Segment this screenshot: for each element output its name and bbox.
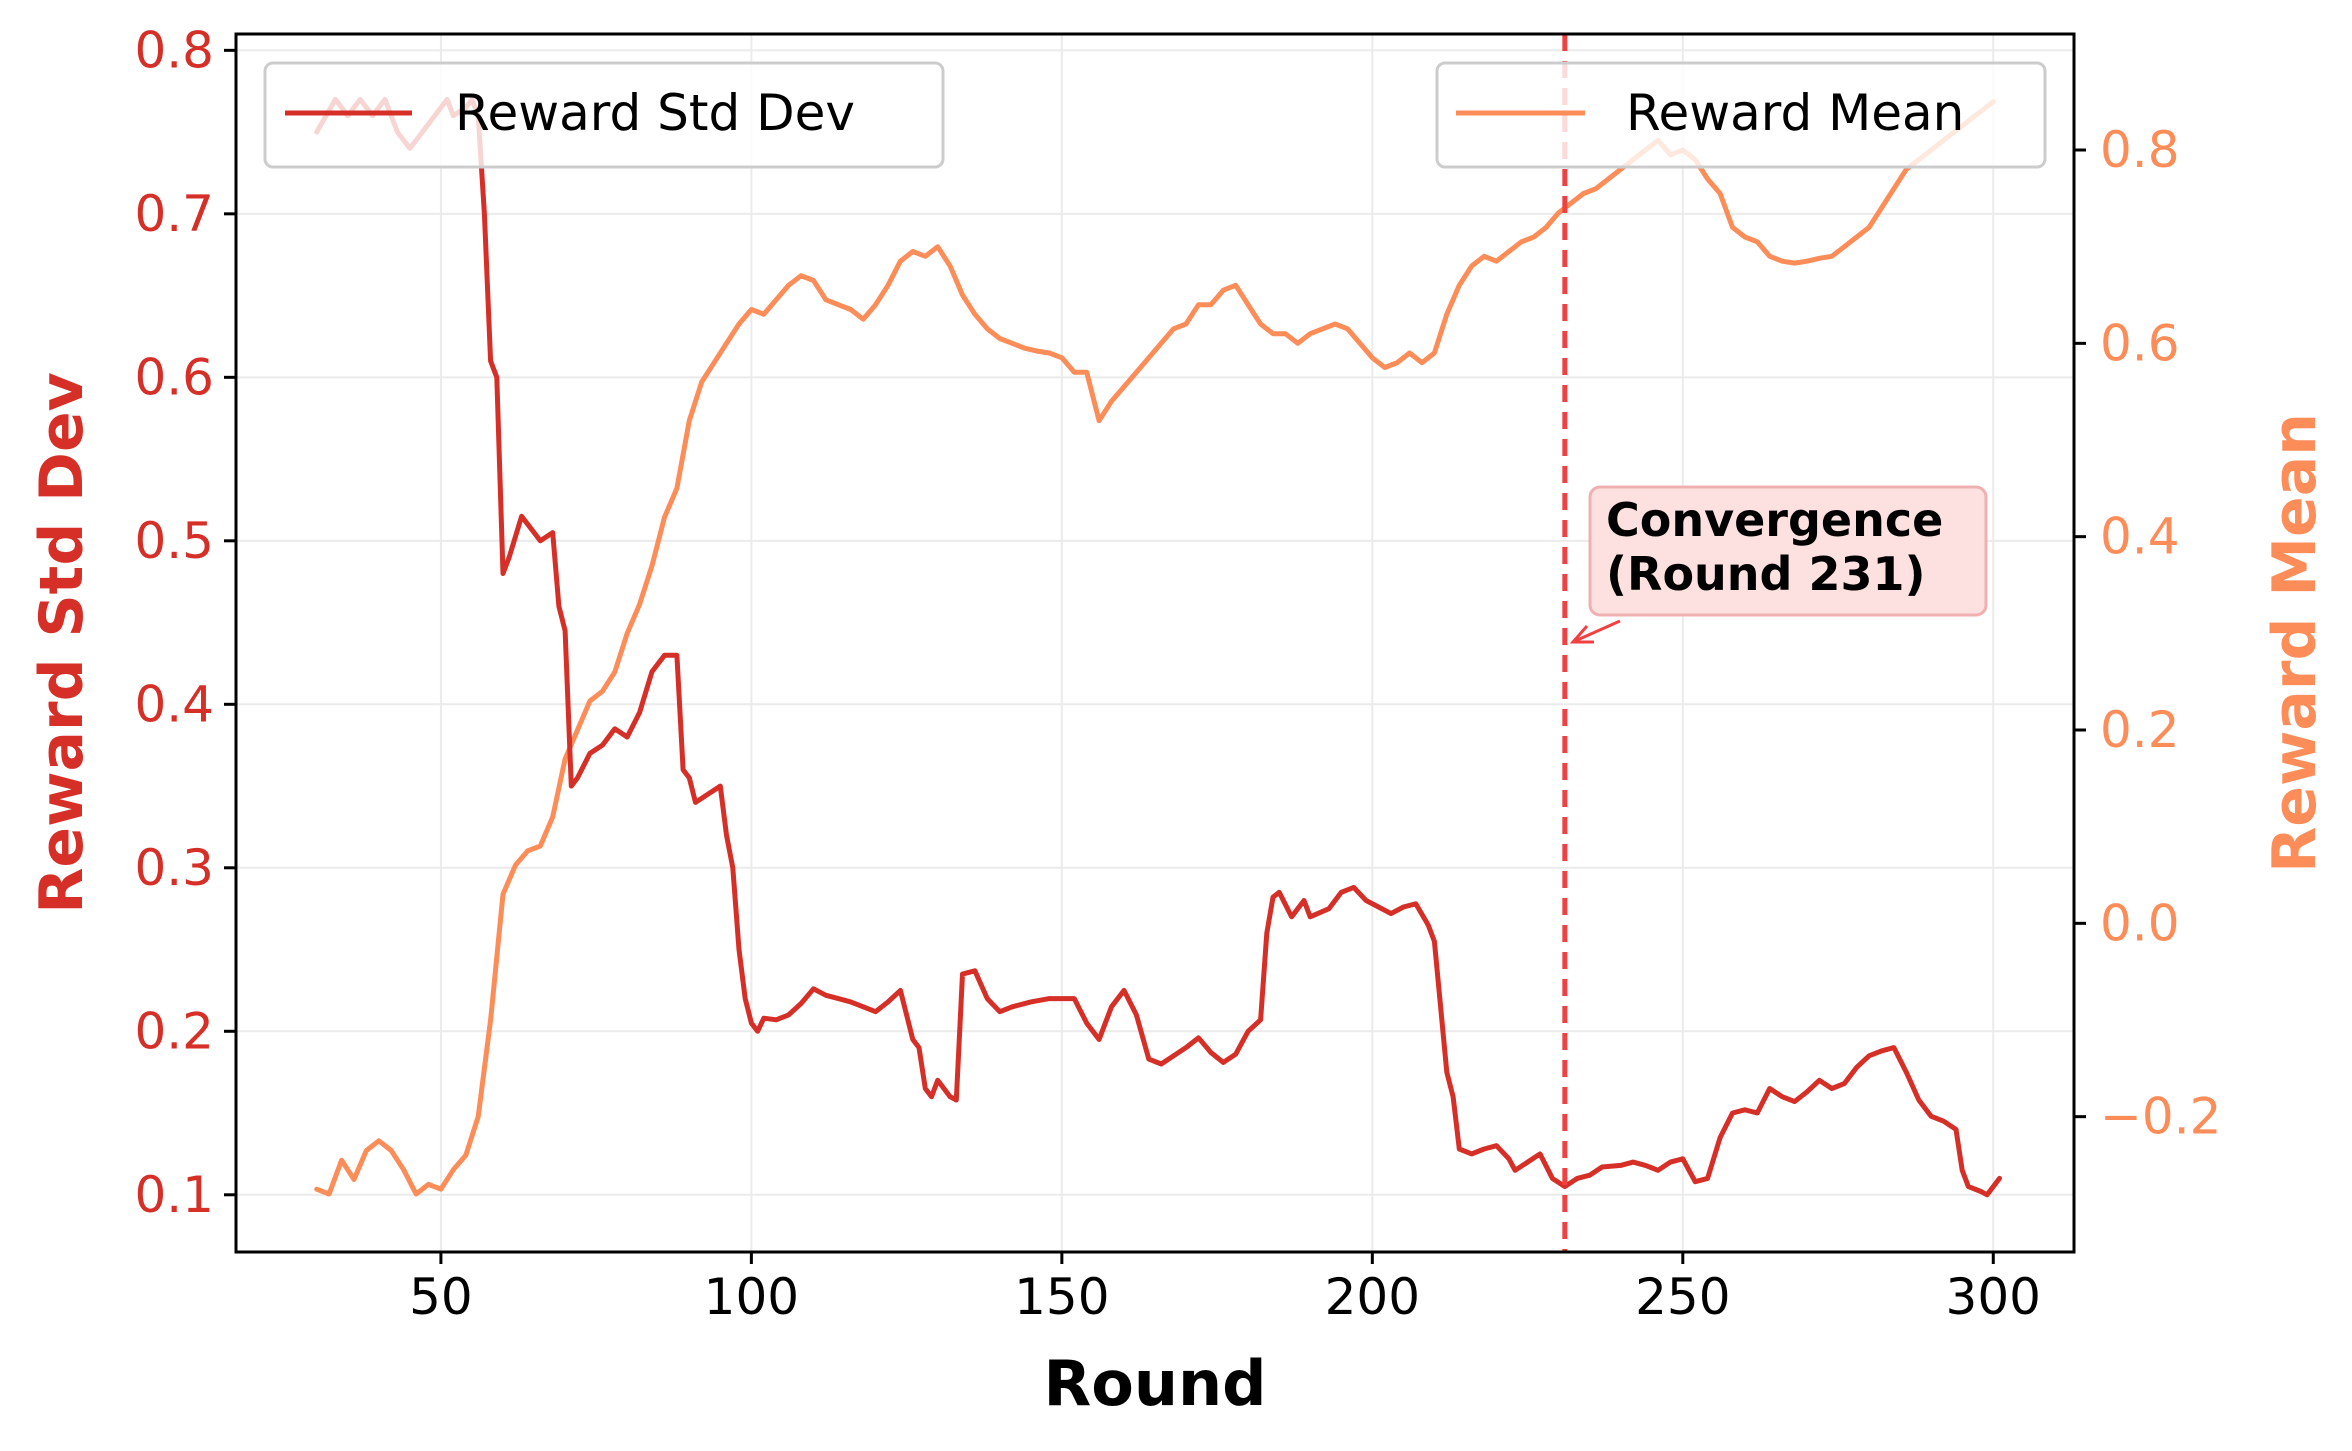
legend-left: Reward Std Dev — [263, 61, 945, 169]
reward-mean-line — [314, 99, 1996, 1197]
x-tick-label-0: 50 — [409, 1268, 473, 1326]
y-left-tick-label-1: 0.2 — [134, 1002, 214, 1060]
y-left-tick-label-6: 0.7 — [134, 185, 214, 243]
y-right-tick-label-5: 0.8 — [2100, 121, 2180, 179]
y-left-tick-label-2: 0.3 — [134, 839, 214, 897]
legend-right-box — [1435, 61, 2047, 169]
y-right-tick-label-1: 0.0 — [2100, 894, 2180, 952]
legend-left-label: Reward Std Dev — [455, 84, 855, 142]
series-lines — [314, 96, 2002, 1198]
annotation-line-2: (Round 231) — [1606, 547, 1926, 601]
x-tick-label-1: 100 — [704, 1268, 799, 1326]
annotation-arrowhead — [1569, 625, 1594, 644]
legend-right-label: Reward Mean — [1626, 84, 1964, 142]
x-tick-label-3: 200 — [1325, 1268, 1420, 1326]
reward-std-dev-line — [314, 96, 2002, 1198]
x-tick-label-5: 300 — [1946, 1268, 2041, 1326]
legend-right: Reward Mean — [1435, 61, 2047, 169]
annotation-line-1: Convergence — [1606, 493, 1943, 547]
y-left-tick-label-7: 0.8 — [134, 21, 214, 79]
x-tick-label-4: 250 — [1635, 1268, 1730, 1326]
annotation-arrow — [1574, 619, 1621, 643]
legend-left-box — [263, 61, 945, 169]
y-left-tick-label-5: 0.6 — [134, 348, 214, 406]
x-tick-label-2: 150 — [1014, 1268, 1109, 1326]
annotation-box — [1588, 485, 1988, 617]
convergence-annotation: Convergence (Round 231) — [1569, 485, 1988, 644]
y-right-tick-label-4: 0.6 — [2100, 314, 2180, 372]
plot-frame — [234, 32, 2076, 1254]
y-left-tick-label-3: 0.4 — [134, 675, 214, 733]
y-left-tick-label-4: 0.5 — [134, 512, 214, 570]
y-right-tick-label-3: 0.4 — [2100, 508, 2180, 566]
y-axis-label-right: Reward Mean — [2260, 413, 2330, 873]
y-right-tick-label-0: −0.2 — [2100, 1088, 2221, 1146]
y-right-tick-label-2: 0.2 — [2100, 701, 2180, 759]
y-left-tick-label-0: 0.1 — [134, 1166, 214, 1224]
y-axis-label-left: Reward Std Dev — [27, 372, 97, 914]
axis-ticks: 50 100 150 200 250 300 0.1 0.2 0.3 0.4 0.5 0.6 0.7 0.… — [134, 21, 2221, 1326]
x-axis-label: Round — [1044, 1347, 1267, 1420]
